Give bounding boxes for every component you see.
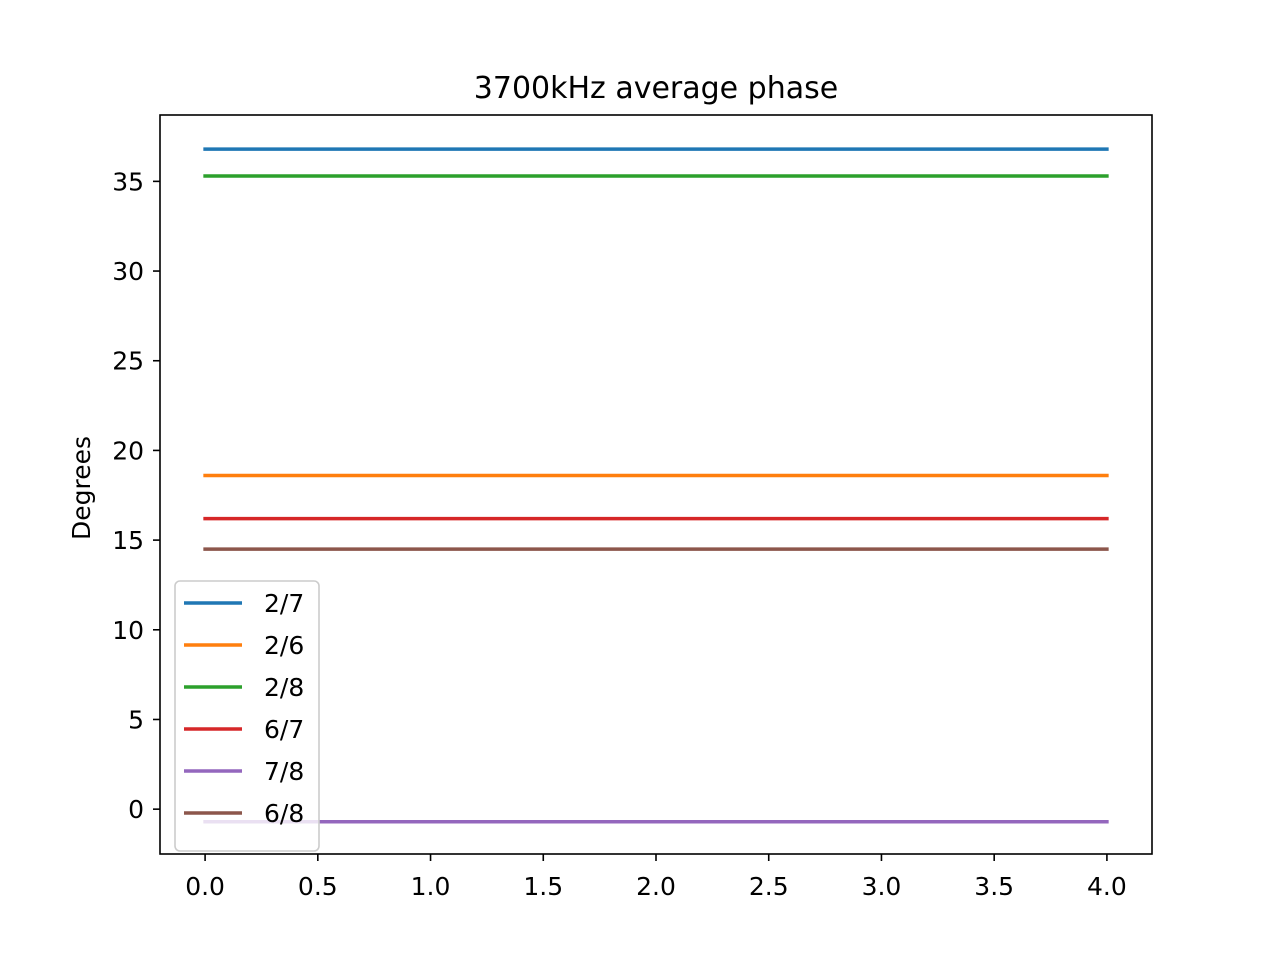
legend-label: 2/8 — [264, 673, 304, 702]
y-tick-label: 15 — [112, 526, 144, 555]
legend-label: 7/8 — [264, 757, 304, 786]
y-tick-label: 10 — [112, 616, 144, 645]
series-layer — [203, 147, 1109, 824]
plot-area — [160, 115, 1152, 854]
legend: 2/7 2/6 2/8 6/7 7/8 6/8 — [174, 580, 320, 852]
x-tick-label: 0.5 — [298, 872, 338, 901]
x-tick-label: 1.0 — [411, 872, 451, 901]
x-tick-label: 3.5 — [974, 872, 1014, 901]
legend-label: 6/7 — [264, 715, 304, 744]
y-axis: 0 5 10 15 20 25 30 35 — [112, 167, 160, 824]
y-tick-label: 0 — [128, 795, 144, 824]
x-tick-label: 1.5 — [523, 872, 563, 901]
legend-label: 6/8 — [264, 799, 304, 828]
y-tick-label: 30 — [112, 257, 144, 286]
y-tick-label: 20 — [112, 436, 144, 465]
chart-title: 3700kHz average phase — [474, 71, 838, 106]
y-axis-title: Degrees — [67, 436, 96, 540]
y-tick-label: 5 — [128, 705, 144, 734]
x-tick-label: 4.0 — [1087, 872, 1127, 901]
legend-label: 2/7 — [264, 589, 304, 618]
y-tick-label: 35 — [112, 167, 144, 196]
y-tick-label: 25 — [112, 347, 144, 376]
x-axis: 0.0 0.5 1.0 1.5 2.0 2.5 3.0 3.5 4.0 — [185, 854, 1127, 901]
legend-box — [174, 580, 320, 852]
x-tick-label: 3.0 — [862, 872, 902, 901]
x-tick-label: 0.0 — [185, 872, 225, 901]
plot-frame — [159, 114, 1153, 855]
x-tick-label: 2.5 — [749, 872, 789, 901]
legend-label: 2/6 — [264, 631, 304, 660]
x-tick-label: 2.0 — [636, 872, 676, 901]
